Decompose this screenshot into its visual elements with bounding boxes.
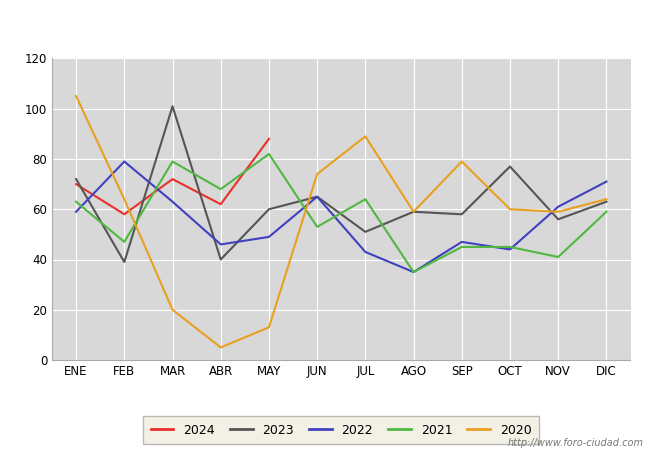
Legend: 2024, 2023, 2022, 2021, 2020: 2024, 2023, 2022, 2021, 2020: [144, 416, 539, 444]
Text: http://www.foro-ciudad.com: http://www.foro-ciudad.com: [508, 438, 644, 448]
Text: Matriculaciones de Vehiculos en San Andrés del Rabanedo: Matriculaciones de Vehiculos en San Andr…: [83, 14, 567, 33]
